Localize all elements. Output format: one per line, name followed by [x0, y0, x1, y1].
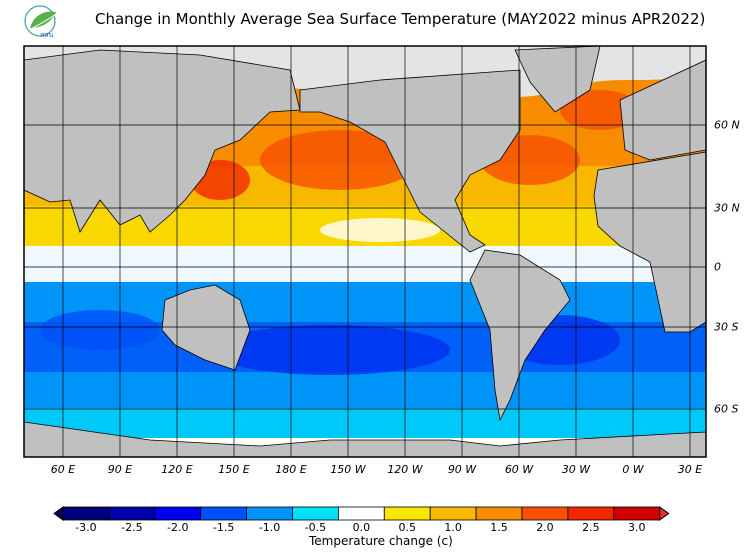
ocean-equator: [24, 246, 706, 282]
map-frame: [23, 45, 707, 458]
logo-text: สสน: [40, 31, 54, 39]
colorbar-tick-label: -2.0: [167, 521, 189, 534]
longitude-label: 150 W: [330, 463, 366, 476]
colorbar-tick-label: -1.0: [258, 521, 281, 534]
longitude-label: 90 E: [107, 463, 133, 476]
colorbar-segment: [567, 506, 615, 521]
land-africa: [593, 151, 706, 333]
colorbar-tick-label: 0.5: [398, 521, 417, 534]
longitude-label: 120 W: [387, 463, 423, 476]
warm-patch: [260, 130, 420, 190]
latitude-label: 30 S: [714, 320, 739, 334]
longitude-label: 60 E: [50, 463, 76, 476]
colorbar-tick-label: 0.0: [352, 521, 371, 534]
land-asia: [24, 49, 301, 233]
land-north-america: [299, 69, 521, 253]
latitude-label: 60 N: [714, 118, 740, 132]
colorbar-segment: [613, 506, 661, 521]
longitude-label: 60 W: [504, 463, 534, 476]
colorbar-tick-label: -2.5: [121, 521, 143, 534]
colorbar-segment: [154, 506, 202, 521]
colorbar-segment: [108, 506, 156, 521]
colorbar-segment: [292, 506, 339, 521]
land-south-america: [469, 249, 571, 422]
colorbar-tick-label: 1.0: [444, 521, 462, 534]
longitude-label: 150 E: [218, 463, 250, 476]
colorbar-segment: [246, 506, 293, 521]
cold-patch: [210, 325, 450, 375]
ocean-south-4: [24, 408, 706, 438]
white-patch: [320, 218, 440, 242]
cold-patch: [40, 310, 160, 350]
colorbar-segment: [337, 506, 385, 521]
longitude-label: 90 W: [447, 463, 477, 476]
longitude-label: 0 W: [622, 463, 644, 476]
colorbar-tick-label: 1.5: [490, 521, 508, 534]
colorbar-tick-label: 2.5: [582, 521, 600, 534]
logo-icon: สสน: [24, 5, 57, 39]
colorbar-tick-label: -1.5: [212, 521, 235, 534]
colorbar-title: Temperature change (c): [309, 534, 453, 548]
page-title: Change in Monthly Average Sea Surface Te…: [95, 10, 706, 28]
colorbar-tick-label: 2.0: [536, 521, 554, 534]
colorbar-over-arrow: [659, 506, 670, 521]
land-australia: [161, 284, 251, 371]
colorbar-segment: [62, 506, 110, 521]
latitude-label: 60 S: [714, 402, 739, 416]
colorbar-under-arrow: [53, 506, 64, 521]
longitude-label: 120 E: [161, 463, 193, 476]
colorbar-tick-label: -3.0: [75, 521, 97, 534]
latitude-label: 30 N: [714, 201, 740, 215]
colorbar-segment: [475, 506, 523, 521]
longitude-label: 30 W: [561, 463, 591, 476]
colorbar-segment: [521, 506, 569, 521]
latitude-label: 0: [714, 260, 721, 274]
colorbar-tick-label: -0.5: [304, 521, 327, 534]
colorbar-segment: [200, 506, 247, 521]
land-antarctica: [24, 421, 706, 457]
land-europe: [619, 59, 706, 161]
colorbar-tick-label: 3.0: [628, 521, 646, 534]
colorbar-segment: [429, 506, 477, 521]
longitude-label: 180 E: [275, 463, 307, 476]
colorbar-segment: [383, 506, 431, 521]
sst-map: [23, 45, 707, 458]
longitude-label: 30 E: [677, 463, 703, 476]
